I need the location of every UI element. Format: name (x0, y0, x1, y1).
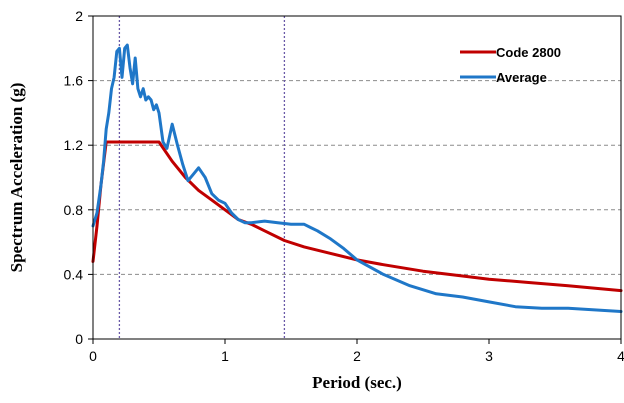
x-tick-label-4: 4 (617, 348, 624, 364)
x-tick-label-2: 2 (353, 348, 361, 364)
x-axis-label: Period (sec.) (312, 373, 402, 392)
gridlines (93, 80, 621, 275)
y-axis-label: Spectrum Acceleration (g) (7, 83, 26, 273)
legend-label-0: Code 2800 (496, 45, 561, 60)
legend: Code 2800 Average (460, 45, 561, 85)
x-tick-label-0: 0 (89, 348, 97, 364)
y-tick-label-0: 0 (75, 331, 83, 347)
series-line-code-2800 (91, 140, 623, 293)
axis-ticks: 0 1 2 3 4 0 0.4 0.8 1.2 1.6 2 (64, 8, 624, 364)
x-tick-label-3: 3 (485, 348, 493, 364)
legend-label-1: Average (496, 70, 547, 85)
reference-lines (118, 16, 286, 339)
y-tick-label-3: 1.2 (64, 137, 84, 153)
series-lines (91, 43, 623, 313)
series-line-average (91, 43, 623, 313)
y-tick-label-4: 1.6 (64, 73, 84, 89)
x-tick-label-1: 1 (221, 348, 229, 364)
y-tick-label-1: 0.4 (64, 266, 84, 282)
y-tick-label-2: 0.8 (64, 202, 84, 218)
y-tick-label-5: 2 (75, 8, 83, 24)
plot-frame (92, 15, 622, 340)
